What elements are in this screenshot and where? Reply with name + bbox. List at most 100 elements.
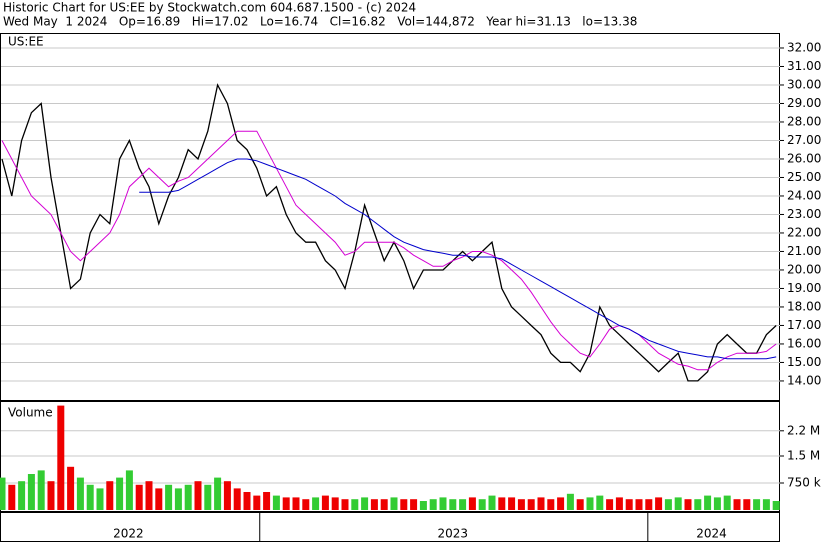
volume-bar [116, 477, 124, 510]
volume-bar [645, 499, 653, 510]
volume-bar [615, 497, 623, 510]
y-tick-label: 1.5 M [787, 449, 820, 463]
y-tick-label: 28.00 [787, 114, 821, 128]
volume-bar [625, 499, 633, 510]
y-tick-label: 32.00 [787, 40, 821, 54]
price-frame [0, 33, 780, 401]
y-tick-label: 20.00 [787, 262, 821, 276]
moving-average-line [1, 130, 777, 371]
y-tick-label: 16.00 [787, 336, 821, 350]
volume-bar [155, 488, 163, 510]
volume-bar [184, 484, 192, 510]
y-tick-label: 30.00 [787, 77, 821, 91]
volume-bar [576, 499, 584, 510]
x-tick-label: 2022 [113, 527, 144, 541]
volume-bar [655, 497, 663, 510]
volume-bar [263, 492, 271, 510]
volume-bar [566, 493, 574, 510]
header-title: Historic Chart for US:EE by Stockwatch.c… [3, 1, 416, 15]
volume-bar [537, 497, 545, 510]
volume-bar [390, 497, 398, 510]
volume-bar [331, 497, 339, 510]
volume-bar [498, 497, 506, 510]
volume-bar [204, 484, 212, 510]
volume-bar [635, 499, 643, 510]
y-tick-label: 25.00 [787, 170, 821, 184]
volume-bar [713, 497, 721, 510]
volume-bar [96, 488, 104, 510]
volume-bar [253, 495, 261, 510]
volume-bar [312, 497, 320, 510]
moving-average-line [139, 158, 777, 360]
volume-bar [174, 488, 182, 510]
volume-bar [410, 499, 418, 510]
volume-bar [704, 495, 712, 510]
volume-bar [86, 484, 94, 510]
y-tick-label: 14.00 [787, 373, 821, 387]
volume-bar [557, 497, 565, 510]
volume-bar [233, 488, 241, 510]
volume-bar [8, 484, 16, 510]
volume-bar [145, 481, 153, 510]
price-line [1, 83, 777, 382]
volume-bar [586, 497, 594, 510]
volume-bar [733, 499, 741, 510]
volume-bar [214, 477, 222, 510]
volume-bar [684, 499, 692, 510]
volume-bar [194, 481, 202, 510]
y-tick-label: 21.00 [787, 244, 821, 258]
volume-bar [772, 501, 780, 510]
volume-bar [47, 481, 55, 510]
y-tick-label: 17.00 [787, 318, 821, 332]
volume-bar [694, 499, 702, 510]
volume-bar [488, 495, 496, 510]
volume-bar [419, 501, 427, 510]
y-tick-label: 27.00 [787, 133, 821, 147]
volume-bar [282, 497, 290, 510]
volume-bar [449, 499, 457, 510]
volume-bar [762, 499, 770, 510]
y-tick-label: 24.00 [787, 188, 821, 202]
volume-bar [459, 499, 467, 510]
volume-bar [596, 495, 604, 510]
volume-bar [429, 499, 437, 510]
volume-bar [547, 499, 555, 510]
volume-bar [478, 499, 486, 510]
volume-bar [341, 499, 349, 510]
y-tick-label: 15.00 [787, 355, 821, 369]
volume-bar [439, 497, 447, 510]
volume-bar [272, 495, 280, 510]
y-tick-label: 19.00 [787, 281, 821, 295]
volume-bar [223, 481, 231, 510]
symbol-label: US:EE [8, 35, 44, 49]
volume-bar [321, 495, 329, 510]
volume-bar [517, 499, 525, 510]
volume-bar [165, 484, 173, 510]
volume-bar [57, 405, 65, 510]
y-tick-label: 18.00 [787, 299, 821, 313]
volume-bar [302, 499, 310, 510]
volume-label: Volume [8, 406, 53, 420]
volume-bar [743, 499, 751, 510]
header-quote: Wed May 1 2024 Op=16.89 Hi=17.02 Lo=16.7… [3, 15, 637, 29]
y-tick-label: 29.00 [787, 96, 821, 110]
volume-bar [370, 499, 378, 510]
volume-bar [18, 481, 26, 510]
volume-bar [67, 466, 75, 510]
volume-bar [664, 499, 672, 510]
volume-bar [106, 481, 114, 510]
volume-bar [508, 497, 516, 510]
x-tick-label: 2023 [438, 527, 469, 541]
volume-bar [37, 470, 45, 510]
volume-bar [76, 477, 84, 510]
y-tick-label: 22.00 [787, 225, 821, 239]
y-tick-label: 26.00 [787, 151, 821, 165]
volume-bar [380, 499, 388, 510]
y-tick-label: 23.00 [787, 207, 821, 221]
volume-bar [0, 477, 6, 510]
volume-bar [125, 470, 133, 510]
y-tick-label: 2.2 M [787, 423, 820, 437]
volume-bar [27, 474, 35, 510]
x-tick-label: 2024 [696, 527, 727, 541]
